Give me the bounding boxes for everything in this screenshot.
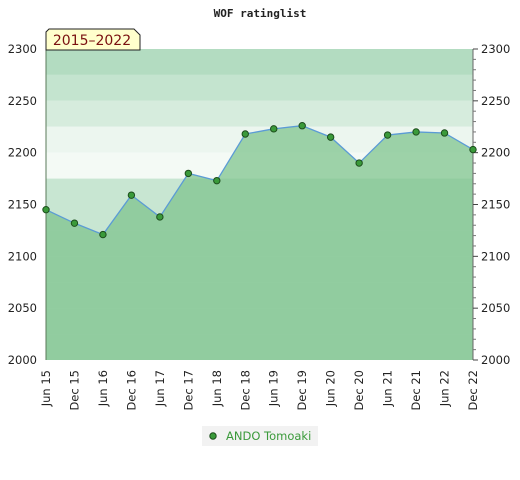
data-point <box>241 130 249 138</box>
x-tick-label: Dec 18 <box>238 370 252 411</box>
x-tick-label: Dec 21 <box>409 370 423 411</box>
rating-area-fill <box>46 125 473 360</box>
data-point <box>298 122 306 130</box>
x-tick-label: Dec 16 <box>124 370 138 411</box>
x-tick-label: Jun 20 <box>324 370 338 407</box>
x-tick-label: Jun 15 <box>39 370 53 407</box>
y-tick-label-right: 2300 <box>481 42 510 56</box>
legend: ANDO Tomoaki <box>202 426 318 446</box>
y-tick-label-right: 2150 <box>481 198 510 212</box>
y-tick-label-right: 2200 <box>481 146 510 160</box>
legend-marker <box>209 432 217 440</box>
data-point <box>184 169 193 178</box>
x-tick-label: Dec 17 <box>181 370 195 411</box>
y-tick-label-left: 2000 <box>8 353 37 367</box>
x-tick-label: Dec 22 <box>466 370 480 411</box>
background-band <box>46 100 473 127</box>
data-point <box>70 219 79 227</box>
legend-label: ANDO Tomoaki <box>226 429 311 443</box>
y-tick-label-right: 2100 <box>481 249 510 263</box>
data-point <box>355 159 363 167</box>
x-tick-label: Jun 18 <box>210 370 224 407</box>
x-tick-label: Jun 19 <box>267 370 281 407</box>
x-tick-label: Jun 22 <box>438 370 452 407</box>
y-tick-label-right: 2000 <box>481 353 510 367</box>
period-badge-label: 2015–2022 <box>53 33 131 49</box>
data-point <box>42 205 50 214</box>
y-tick-label-left: 2300 <box>8 42 37 56</box>
y-ticks: 2000 2000 2050 2050 2100 2100 2150 2150 2200 2200… <box>8 42 511 367</box>
x-tick-label: Jun 21 <box>381 370 395 407</box>
background-band <box>46 74 473 101</box>
chart-title: WOF ratinglist <box>214 7 307 20</box>
y-tick-label-left: 2150 <box>8 198 37 212</box>
data-point <box>383 131 392 139</box>
x-tick-label: Dec 19 <box>295 370 309 411</box>
data-point <box>213 176 221 185</box>
y-tick-label-left: 2050 <box>8 301 37 315</box>
data-point <box>412 128 420 136</box>
data-point <box>99 230 107 239</box>
data-point <box>469 145 477 154</box>
y-tick-label-right: 2050 <box>481 301 510 315</box>
x-tick-label: Dec 20 <box>352 370 366 411</box>
x-tick-label: Jun 16 <box>96 370 110 407</box>
y-tick-label-right: 2250 <box>481 94 510 108</box>
data-point <box>127 191 136 199</box>
data-point <box>440 129 449 137</box>
y-tick-label-left: 2200 <box>8 146 37 160</box>
data-point <box>326 133 335 141</box>
x-tick-labels: Jun 15 Dec 15 Jun 16 Dec 16 Jun 17 Dec 17 Jun … <box>39 370 480 411</box>
y-tick-label-left: 2250 <box>8 94 37 108</box>
data-point <box>270 125 278 133</box>
data-point <box>156 213 164 221</box>
y-tick-label-left: 2100 <box>8 249 37 263</box>
background-band <box>46 49 473 75</box>
x-tick-label: Jun 17 <box>153 370 167 407</box>
x-tick-label: Dec 15 <box>67 370 81 411</box>
rating-line <box>45 125 474 236</box>
data-points <box>42 122 477 239</box>
period-badge: 2015–2022 <box>45 28 141 51</box>
